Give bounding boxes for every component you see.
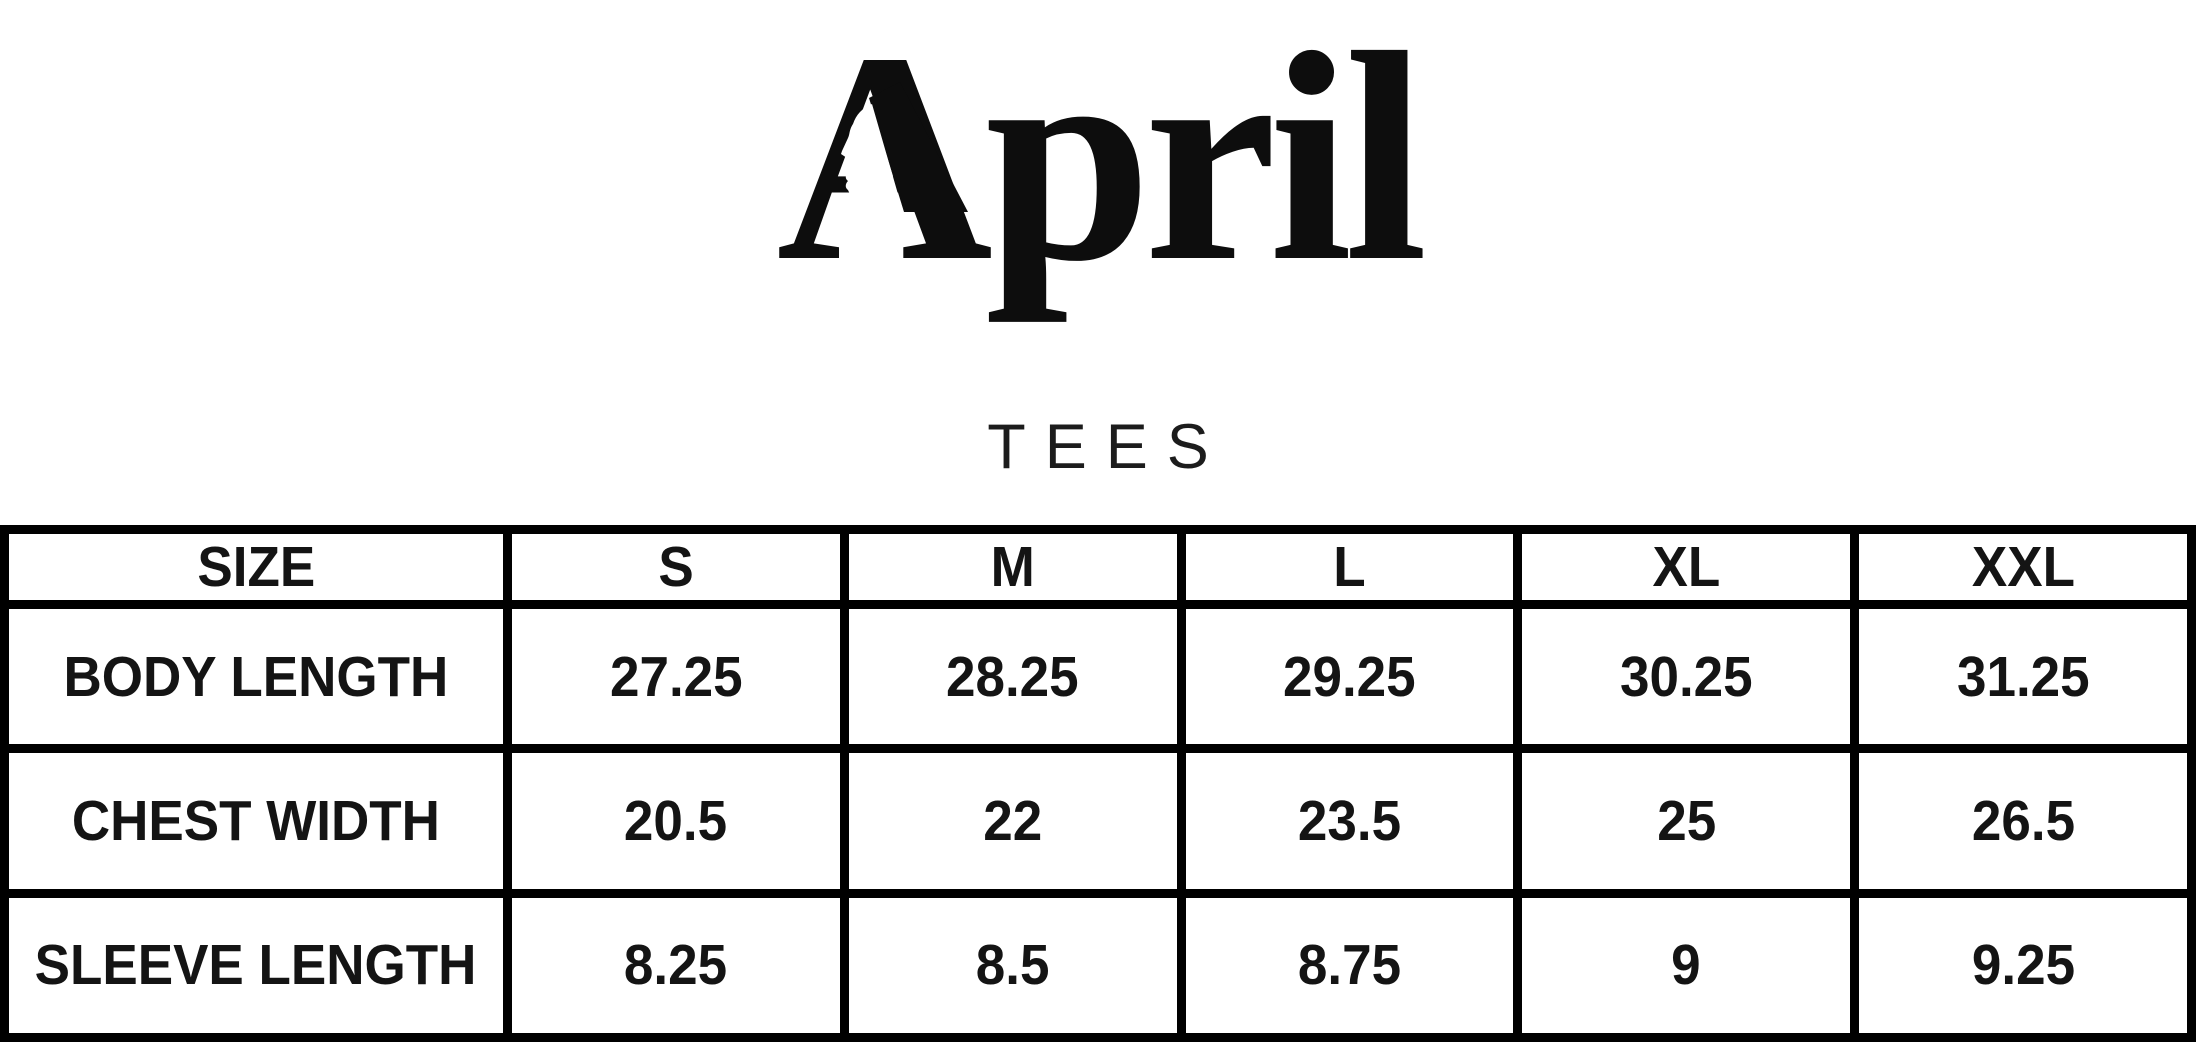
value-cell: 26.5 bbox=[1850, 744, 2196, 898]
value: 9 bbox=[1671, 933, 1702, 998]
value-cell: 9 bbox=[1513, 888, 1860, 1043]
header-label: SIZE bbox=[197, 535, 315, 599]
value-cell: 25 bbox=[1513, 744, 1860, 898]
brand-logo: April bbox=[0, 0, 2196, 365]
row-label: BODY LENGTH bbox=[63, 644, 449, 709]
collection-title: TEES bbox=[987, 412, 1228, 482]
value: 29.25 bbox=[1283, 644, 1416, 709]
row-label-cell: SLEEVE LENGTH bbox=[0, 888, 512, 1043]
value-cell: 22 bbox=[839, 744, 1186, 898]
value: 9.25 bbox=[1971, 933, 2075, 998]
header-label: L bbox=[1333, 535, 1366, 599]
header-label: S bbox=[658, 535, 694, 599]
size-chart-table: SIZE S M L XL XXL BODY LENGTH 27.25 28.2… bbox=[0, 525, 2196, 1043]
face-profile-icon bbox=[841, 104, 902, 209]
value: 28.25 bbox=[946, 644, 1080, 709]
value: 8.5 bbox=[975, 933, 1050, 998]
row-label-cell: CHEST WIDTH bbox=[0, 744, 512, 898]
row-label-cell: BODY LENGTH bbox=[0, 599, 512, 754]
value: 23.5 bbox=[1297, 788, 1402, 853]
header-label: XXL bbox=[1971, 535, 2075, 599]
table-row-body-length: BODY LENGTH 27.25 28.25 29.25 30.25 31.2… bbox=[0, 599, 2196, 754]
value: 20.5 bbox=[624, 788, 728, 853]
value-cell: 23.5 bbox=[1176, 744, 1523, 898]
header-cell-m: M bbox=[839, 525, 1186, 609]
value-cell: 27.25 bbox=[503, 599, 849, 754]
value: 26.5 bbox=[1971, 788, 2075, 853]
value: 25 bbox=[1656, 788, 1716, 853]
value: 31.25 bbox=[1956, 644, 2090, 709]
value-cell: 8.75 bbox=[1176, 888, 1523, 1043]
header-cell-l: L bbox=[1176, 525, 1523, 609]
value: 27.25 bbox=[609, 644, 743, 709]
value-cell: 28.25 bbox=[839, 599, 1186, 754]
value-cell: 20.5 bbox=[503, 744, 849, 898]
brand-logo-svg: April bbox=[776, 0, 1432, 324]
row-label: SLEEVE LENGTH bbox=[35, 933, 477, 998]
value-cell: 8.5 bbox=[839, 888, 1186, 1043]
value: 22 bbox=[983, 788, 1043, 853]
letter-a-heavy-stroke bbox=[869, 82, 968, 212]
table-row-chest-width: CHEST WIDTH 20.5 22 23.5 25 26.5 bbox=[0, 744, 2196, 898]
header-row: SIZE S M L XL XXL bbox=[0, 525, 2196, 609]
value: 30.25 bbox=[1619, 644, 1753, 709]
header-label: XL bbox=[1652, 535, 1721, 599]
table-row-sleeve-length: SLEEVE LENGTH 8.25 8.5 8.75 9 9.25 bbox=[0, 888, 2196, 1043]
header-cell-size: SIZE bbox=[0, 525, 512, 609]
header-label: M bbox=[990, 535, 1035, 599]
header-cell-xl: XL bbox=[1513, 525, 1860, 609]
header-cell-s: S bbox=[503, 525, 849, 609]
value: 8.25 bbox=[624, 933, 728, 998]
value-cell: 8.25 bbox=[503, 888, 849, 1043]
value-cell: 9.25 bbox=[1850, 888, 2196, 1043]
value-cell: 30.25 bbox=[1513, 599, 1860, 754]
value: 8.75 bbox=[1297, 933, 1402, 998]
value-cell: 29.25 bbox=[1176, 599, 1523, 754]
value-cell: 31.25 bbox=[1850, 599, 2196, 754]
row-label: CHEST WIDTH bbox=[71, 788, 441, 853]
header-cell-xxl: XXL bbox=[1850, 525, 2196, 609]
